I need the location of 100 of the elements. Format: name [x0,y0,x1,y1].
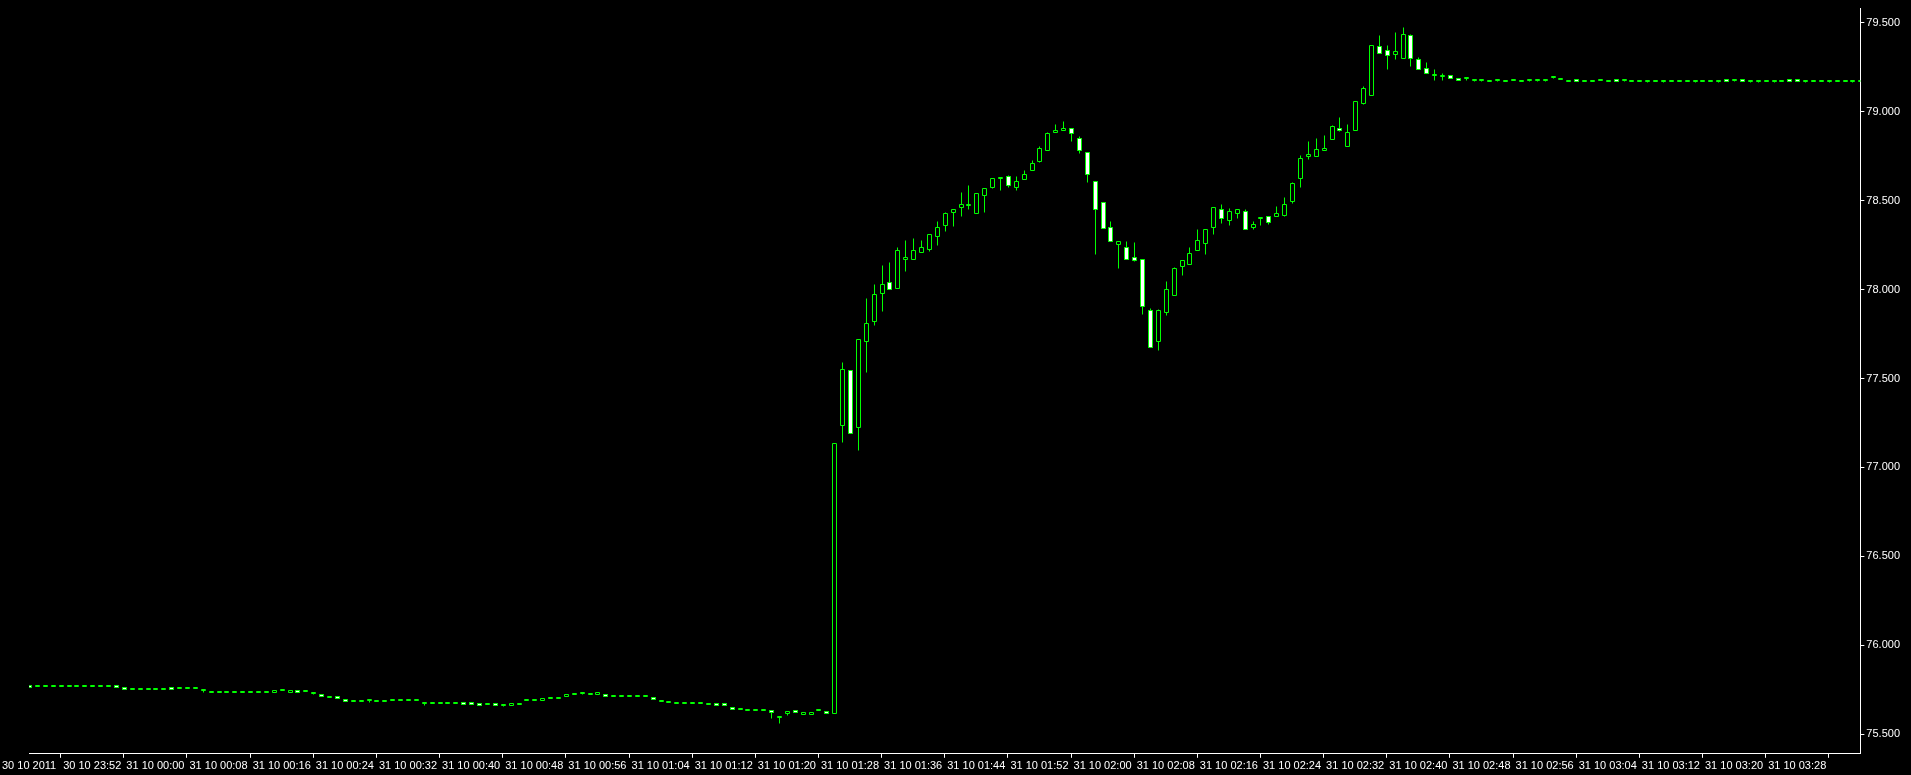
candlestick [1164,281,1169,316]
candlestick [730,707,735,710]
y-tick-label: 79.000 [1866,104,1901,117]
x-tick-label: 31 10 00:08 [189,759,248,772]
candlestick [974,193,979,214]
candlestick [1385,45,1390,70]
candlestick [1132,242,1137,261]
candlestick [201,689,206,693]
candlestick [1787,79,1792,82]
candlestick [1156,310,1161,351]
candlestick [114,685,119,688]
candlestick [1219,204,1224,224]
x-tick-label: 31 10 02:16 [1199,759,1258,772]
candlestick [785,711,790,716]
candlestick [714,703,719,706]
x-tick-label: 31 10 01:20 [757,759,816,772]
x-tick-label: 31 10 02:48 [1452,759,1511,772]
candlestick [1069,128,1074,142]
candlestick [493,703,498,706]
x-tick-label: 31 10 00:32 [378,759,438,772]
x-tick-label: 31 10 00:40 [442,759,501,772]
candlestick [809,712,814,715]
x-tick-label: 31 10 01:28 [820,759,880,772]
candlestick [595,692,600,695]
candlestick [122,687,127,690]
x-tick-label: 31 10 01:36 [884,759,943,772]
candlestick [319,694,324,697]
candlestick [880,265,885,312]
candlestick [990,178,995,188]
candlestick [959,192,964,217]
candlestick [1211,207,1216,235]
candlestick [832,443,837,714]
y-tick-label: 78.500 [1866,193,1901,206]
candlestick [935,221,940,246]
candlestick [1140,259,1145,315]
x-tick-label: 31 10 00:24 [315,759,374,772]
x-tick-label: 31 10 02:24 [1262,759,1322,772]
x-tick-label: 31 10 01:04 [631,759,690,772]
y-tick-label: 75.500 [1866,727,1901,740]
candlestick [335,696,340,699]
x-tick-label: 31 10 03:04 [1578,759,1637,772]
candlestick [840,362,845,443]
candlestick [982,188,987,213]
candlestick [801,712,806,715]
candlestick [1116,241,1121,269]
candlestick [1614,79,1619,82]
candlestick [1093,181,1098,255]
candlestick [1369,45,1374,96]
candlestick [540,698,545,701]
candlestick [864,298,869,373]
x-tick-label: 31 10 02:08 [1136,759,1195,772]
candlestick [1377,35,1382,54]
x-tick-label: 31 10 03:28 [1768,759,1827,772]
candlestick [367,699,372,703]
x-tick-label: 31 10 02:56 [1515,759,1574,772]
candlestick [1393,32,1398,60]
candlestick [1456,78,1461,81]
candlestick [1306,141,1311,160]
candlestick [1448,75,1453,79]
candlestick [295,690,300,693]
candlestick [272,690,277,693]
x-tick-label: 31 10 00:56 [568,759,627,772]
candlestick [1740,79,1745,82]
candlestick [1258,217,1263,226]
candlestick [951,209,956,227]
candlestick [824,711,829,714]
y-tick-label: 79.500 [1866,15,1901,28]
candlestick [1464,77,1469,81]
candlestick [966,185,971,210]
y-tick-label: 78.000 [1866,282,1901,295]
candlestick [461,702,466,705]
candlestick [1574,79,1579,82]
candlestick [998,177,1003,191]
x-tick-label: 31 10 03:12 [1641,759,1700,772]
candlestick [1724,79,1729,82]
y-tick-label: 76.500 [1866,549,1901,562]
candlestick [1180,260,1185,276]
x-tick-label: 31 10 03:20 [1705,759,1764,772]
candlestick [422,702,427,706]
candlestick [651,697,656,700]
candlestick [872,284,877,326]
x-tick-label: 31 10 01:52 [1010,759,1069,772]
candlestick [1195,229,1200,251]
candlestick [288,690,293,693]
candlestick [1795,79,1800,82]
y-tick-label: 76.000 [1866,638,1901,651]
candlestick [1353,101,1358,131]
candlestick [793,710,798,713]
candlestick [1101,202,1106,229]
x-tick-label: 31 10 00:48 [505,759,564,772]
candlestick [1085,152,1090,183]
candlestick [343,699,348,702]
candlestick [769,710,774,719]
candlestick [477,703,482,706]
candlestick [1337,117,1342,131]
x-tick-label: 31 10 00:16 [252,759,311,772]
x-tick-label: 31 10 02:32 [1326,759,1385,772]
candlestick [777,716,782,724]
candlestick [848,370,853,434]
candlestick [1266,216,1271,225]
